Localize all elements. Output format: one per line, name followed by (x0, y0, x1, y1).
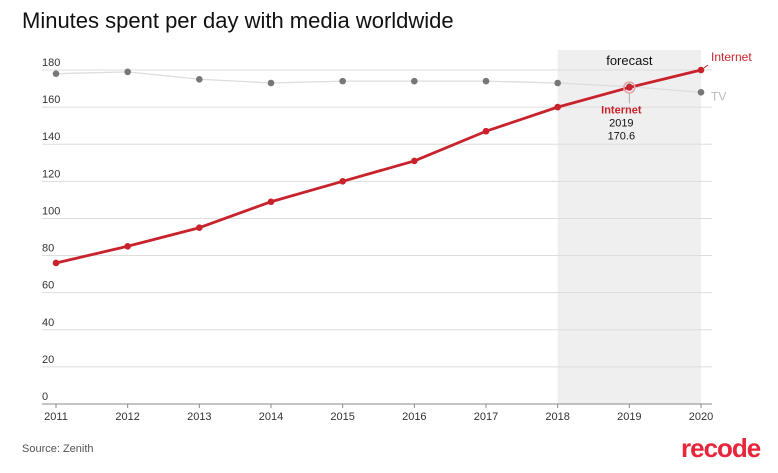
forecast-label: forecast (606, 53, 653, 68)
x-tick-label: 2016 (402, 411, 426, 423)
y-tick-label: 0 (42, 391, 48, 403)
tv-point (482, 77, 490, 85)
internet-label-leader (703, 64, 709, 69)
tv-point (697, 88, 705, 96)
internet-point (339, 178, 346, 185)
recode-logo: recode (681, 433, 761, 463)
internet-point (124, 242, 131, 250)
internet-point (411, 157, 418, 165)
tooltip-year: 2019 (609, 117, 633, 129)
tooltip-series-name: Internet (601, 104, 642, 116)
forecast-band (557, 50, 701, 404)
y-tick-label: 80 (42, 243, 54, 255)
x-tick-label: 2011 (44, 411, 68, 423)
y-tick-label: 60 (42, 280, 54, 292)
internet-point (482, 127, 490, 135)
source-note: Source: Zenith (22, 443, 94, 455)
internet-line (55, 68, 702, 265)
y-tick-label: 180 (42, 57, 60, 69)
internet-point (697, 66, 705, 74)
tv-point (52, 70, 60, 78)
y-tick-label: 140 (42, 131, 60, 143)
x-tick-label: 2012 (115, 411, 139, 423)
x-tick-label: 2018 (545, 411, 569, 423)
internet-point (554, 103, 561, 111)
tv-point (411, 77, 418, 85)
tv-point (124, 68, 131, 76)
y-tick-label: 40 (42, 317, 54, 329)
x-tick-label: 2020 (689, 411, 713, 423)
tv-point (196, 75, 203, 83)
internet-point (626, 84, 633, 91)
x-tick-label: 2015 (330, 411, 354, 423)
y-tick-label: 20 (42, 354, 54, 366)
tv-line (55, 71, 702, 93)
internet-point (267, 198, 275, 206)
internet-point (52, 259, 60, 267)
x-tick-label: 2014 (259, 411, 283, 423)
x-tick-label: 2019 (617, 411, 641, 423)
y-tick-label: 100 (42, 205, 60, 217)
y-tick-label: 120 (42, 168, 60, 180)
tooltip-highlight-ring (623, 81, 636, 94)
y-tick-label: 160 (42, 94, 60, 106)
x-tick-label: 2017 (474, 411, 498, 423)
internet-end-label: Internet (711, 50, 752, 64)
tv-point (339, 77, 346, 85)
tv-end-label: TV (711, 89, 726, 103)
tv-point (267, 79, 275, 87)
tv-point (554, 79, 561, 87)
internet-point (196, 224, 203, 232)
tooltip-value: 170.6 (608, 130, 636, 142)
chart-title: Minutes spent per day with media worldwi… (22, 8, 454, 33)
x-tick-label: 2013 (187, 411, 211, 423)
